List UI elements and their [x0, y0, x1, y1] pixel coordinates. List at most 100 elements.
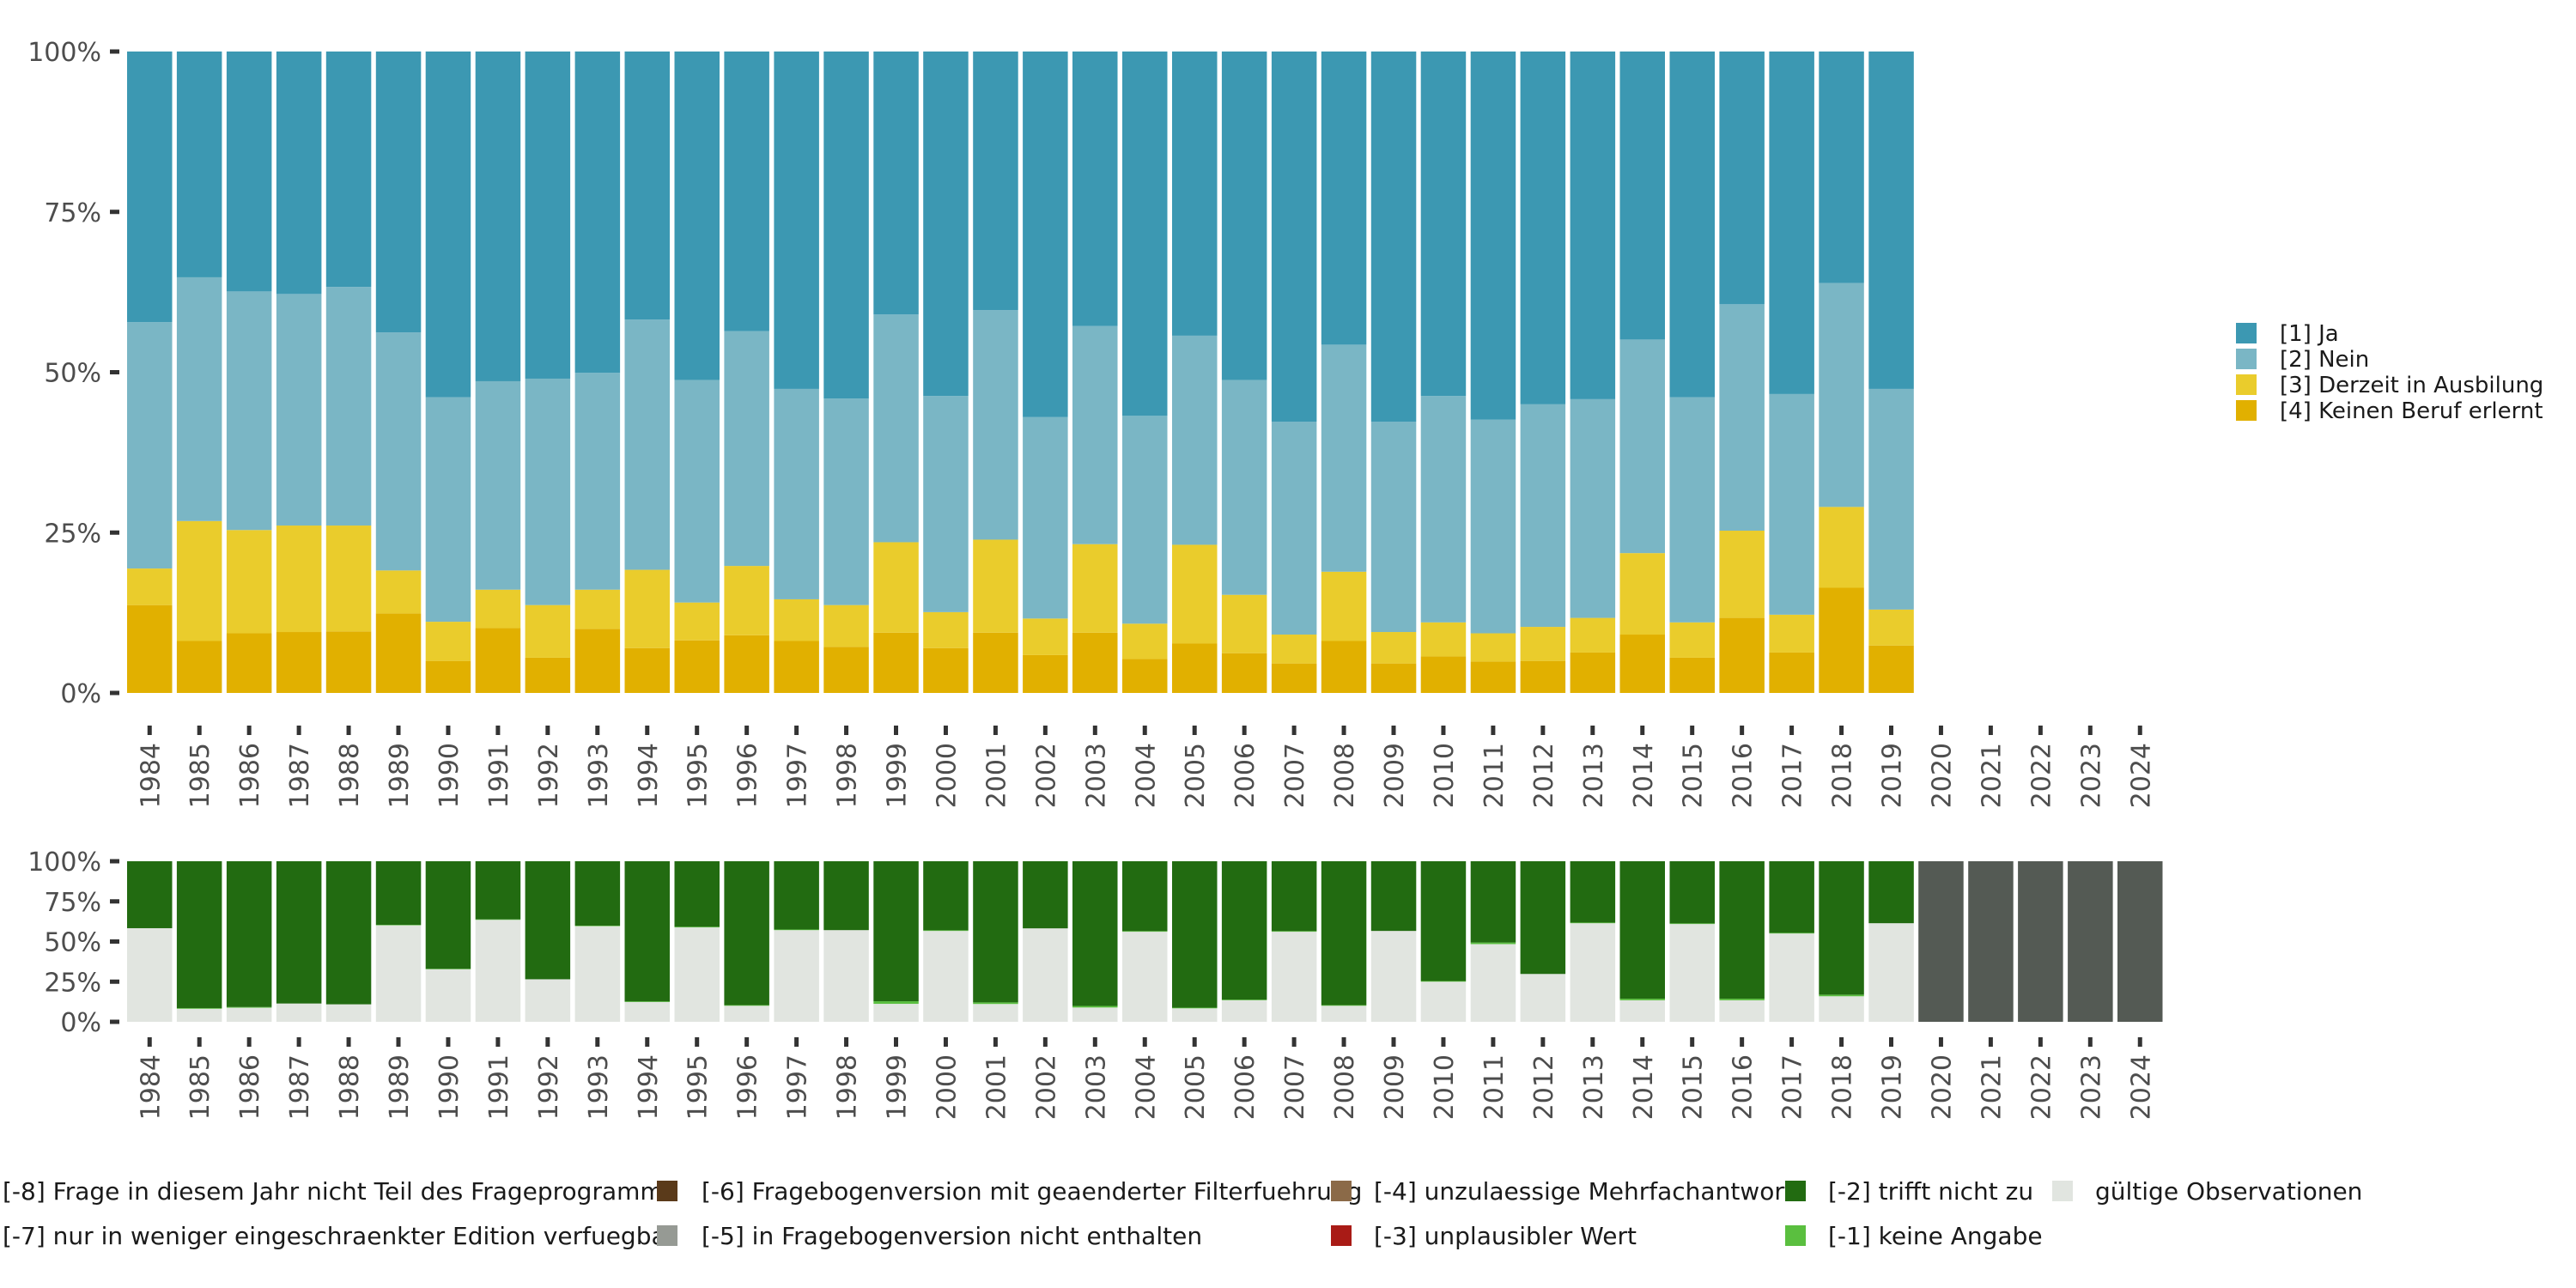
bar-segment-1989-s1	[375, 570, 422, 614]
bar-segment-1993-s0	[574, 629, 621, 693]
legend-swatch-1	[2236, 349, 2257, 369]
bar-segment-2006-s0	[1221, 653, 1267, 693]
bar-segment-1986-s0	[226, 633, 272, 693]
bottom-legend-swatch-6	[1785, 1181, 1806, 1201]
bar-segment-1986-s1	[226, 530, 272, 634]
bar-segment-1986-s3	[226, 52, 272, 292]
bar-segment-1989-s3	[375, 52, 422, 333]
x-tick-label-1985: 1985	[185, 743, 216, 808]
bar-segment-2017-s3	[1769, 52, 1814, 394]
bar-segment-2003-s2	[1072, 325, 1118, 544]
bar-segment-2015-s0	[1669, 657, 1715, 693]
bar-segment-2011-s1	[1470, 942, 1516, 945]
bar-segment-2008-s1	[1321, 1005, 1367, 1006]
bottom-legend: [-8] Frage in diesem Jahr nicht Teil des…	[3, 1177, 2362, 1250]
bar-segment-2009-s3	[1370, 52, 1417, 422]
y-tick-label-75: 75%	[44, 198, 101, 228]
x-tick-label-2003: 2003	[1081, 1054, 1111, 1120]
bar-segment-1986-s0	[226, 1007, 272, 1022]
bar-segment-2002-s2	[1023, 861, 1068, 929]
bar-segment-1990-s2	[425, 861, 471, 969]
bar-segment-2008-s2	[1321, 344, 1367, 572]
bar-segment-1992-s0	[525, 657, 571, 693]
bar-segment-2006-s1	[1221, 594, 1267, 653]
bar-segment-2010-s1	[1420, 622, 1467, 657]
bar-segment-1999-s0	[873, 632, 919, 693]
bar-segment-1992-s2	[525, 861, 571, 980]
bar-segment-1984-s0	[127, 605, 173, 693]
bar-segment-1985-s3	[176, 52, 222, 277]
bar-segment-1988-s0	[325, 631, 372, 693]
bottom-legend-label-0: [-8] Frage in diesem Jahr nicht Teil des…	[3, 1177, 676, 1206]
bar-segment-2011-s0	[1470, 944, 1516, 1022]
bar-segment-2016-s2	[1719, 304, 1765, 532]
x-tick-label-2019: 2019	[1878, 1054, 1908, 1120]
bar-segment-2018-s1	[1819, 994, 1864, 997]
bar-segment-2009-s2	[1370, 861, 1417, 932]
x-tick-label-2000: 2000	[933, 743, 963, 808]
bar-segment-1989-s2	[375, 332, 422, 571]
bar-segment-2015-s2	[1669, 397, 1715, 623]
bar-segment-1987-s2	[276, 294, 322, 526]
x-tick-label-1997: 1997	[783, 743, 813, 808]
bar-segment-1989-s2	[375, 861, 422, 926]
bar-segment-2004-s0	[1122, 659, 1168, 693]
x-tick-label-2005: 2005	[1181, 1054, 1211, 1120]
x-tick-label-1999: 1999	[883, 743, 913, 808]
x-tick-label-2006: 2006	[1230, 1054, 1261, 1120]
bar-segment-2018-s0	[1819, 587, 1864, 693]
bar-segment-1999-s1	[873, 542, 919, 633]
bar-segment-2011-s2	[1470, 861, 1516, 943]
bar-segment-1991-s3	[475, 52, 521, 381]
bar-segment-1993-s3	[574, 52, 621, 374]
x-tick-label-1990: 1990	[434, 743, 465, 808]
bottom-legend-label-8: gültige Observationen	[2095, 1177, 2362, 1206]
bar-segment-2016-s0	[1719, 617, 1765, 693]
bottom-legend-swatch-5	[1331, 1225, 1352, 1246]
bottom-bars	[127, 861, 2163, 1023]
x-tick-label-1997: 1997	[783, 1054, 813, 1120]
bar-segment-1991-s0	[475, 920, 521, 1023]
bar-segment-1999-s2	[873, 314, 919, 543]
bar-segment-2007-s0	[1271, 663, 1317, 693]
bar-segment-2019-s2	[1868, 861, 1914, 924]
bar-segment-1990-s3	[425, 52, 471, 398]
y-tick-label-50: 50%	[44, 359, 101, 389]
bar-segment-1986-s2	[226, 291, 272, 531]
bar-segment-1995-s2	[674, 861, 720, 927]
x-tick-label-2016: 2016	[1728, 1054, 1759, 1120]
bar-segment-1991-s1	[475, 589, 521, 629]
y-tick-label-100: 100%	[27, 38, 101, 68]
top-stacked-bar-chart: 0% 25% 50% 75% 100% 1984 1985 1986 1987 1988 1989…	[27, 38, 2156, 808]
bar-segment-2014-s0	[1619, 999, 1665, 1022]
bar-segment-1987-s3	[276, 52, 322, 295]
bar-segment-2007-s3	[1271, 52, 1317, 422]
bar-segment-2015-s3	[1669, 52, 1715, 398]
bar-segment-1993-s1	[574, 589, 621, 629]
x-tick-label-2004: 2004	[1131, 743, 1161, 808]
bar-segment-1996-s2	[724, 861, 769, 1005]
bottom-legend-swatch-8	[2052, 1181, 2073, 1201]
bar-segment-1989-s0	[375, 925, 422, 1022]
x-tick-label-2013: 2013	[1579, 1054, 1609, 1120]
bar-segment-2013-s0	[1570, 652, 1616, 693]
bar-segment-2001-s0	[973, 1004, 1018, 1022]
bar-segment-2004-s2	[1122, 861, 1168, 932]
bar-segment-1994-s0	[624, 647, 670, 693]
bar-segment-2003-s3	[1072, 52, 1118, 326]
bar-segment-1992-s3	[525, 52, 571, 379]
bar-segment-1994-s0	[624, 1002, 670, 1022]
bar-segment-2013-s3	[1570, 52, 1616, 399]
bar-segment-2006-s2	[1221, 380, 1267, 595]
bar-segment-2002-s1	[1023, 618, 1068, 655]
bar-segment-2015-s1	[1669, 923, 1715, 925]
bar-segment-2005-s2	[1172, 335, 1218, 545]
bar-segment-2022-s3	[2018, 861, 2063, 1022]
bar-segment-1985-s0	[176, 1008, 222, 1022]
bar-segment-2001-s0	[973, 632, 1018, 693]
bar-segment-1999-s1	[873, 1001, 919, 1005]
bar-segment-2015-s0	[1669, 924, 1715, 1022]
bar-segment-2018-s3	[1819, 52, 1864, 283]
bar-segment-2005-s1	[1172, 1007, 1218, 1009]
